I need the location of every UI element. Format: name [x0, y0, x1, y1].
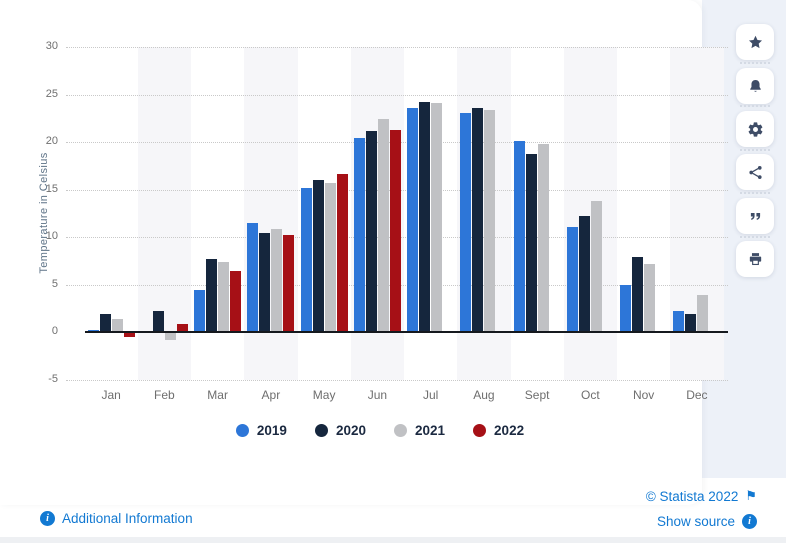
bar-2021-Jun[interactable] [377, 119, 389, 333]
bar-2020-Feb[interactable] [152, 310, 164, 333]
legend-label-2022: 2022 [494, 423, 525, 438]
legend-item-2022[interactable]: 2022 [473, 423, 524, 438]
bar-2019-Aug[interactable] [460, 112, 472, 333]
cite-button[interactable] [736, 198, 774, 234]
info-icon: i [40, 511, 55, 526]
show-source-label: Show source [656, 514, 735, 529]
legend-item-2019[interactable]: 2019 [235, 423, 287, 438]
gear-icon [748, 121, 762, 137]
bell-icon [749, 79, 761, 92]
print-button[interactable] [736, 241, 774, 277]
additional-information-link[interactable]: i Additional Information [40, 511, 193, 526]
share-icon [748, 165, 762, 179]
bar-2019-Oct[interactable] [566, 226, 578, 333]
legend-item-2021[interactable]: 2021 [394, 423, 445, 438]
bar-2020-Jan[interactable] [99, 314, 111, 333]
legend-dot-2020 [314, 424, 328, 437]
statista-copyright[interactable]: © Statista 2022 ⚑ [646, 489, 757, 504]
bar-2020-Dec[interactable] [685, 314, 697, 333]
bar-2022-Jan[interactable] [123, 332, 135, 338]
bar-2020-Apr[interactable] [259, 233, 271, 333]
chart-legend: 2019 2020 2021 2022 [60, 423, 700, 438]
bar-2022-Apr[interactable] [283, 235, 295, 333]
bar-2021-Sept[interactable] [537, 144, 549, 333]
bar-2021-Oct[interactable] [590, 201, 602, 333]
legend-item-2020[interactable]: 2020 [314, 423, 366, 438]
legend-label-2021: 2021 [415, 423, 446, 438]
bar-2020-Jul[interactable] [419, 102, 431, 333]
bar-2022-May[interactable] [336, 174, 348, 333]
bar-2021-Dec[interactable] [697, 295, 709, 333]
legend-dot-2019 [235, 424, 249, 437]
bar-2021-Nov[interactable] [644, 263, 656, 333]
settings-button[interactable] [736, 111, 774, 147]
bar-2019-Apr[interactable] [247, 223, 259, 333]
button-divider [740, 236, 770, 238]
printer-icon [749, 252, 761, 265]
legend-label-2020: 2020 [335, 423, 366, 438]
button-divider [740, 105, 770, 107]
bar-2020-Jun[interactable] [365, 130, 377, 333]
additional-information-label: Additional Information [62, 511, 193, 526]
bar-2020-Aug[interactable] [472, 107, 484, 333]
star-icon [748, 35, 762, 48]
bottom-divider [0, 537, 786, 543]
bar-2019-Jan[interactable] [87, 329, 99, 333]
copyright-label: © Statista 2022 [645, 489, 739, 504]
bar-2019-Nov[interactable] [620, 284, 632, 333]
bar-2021-May[interactable] [324, 183, 336, 333]
bar-2021-Mar[interactable] [218, 262, 230, 333]
button-divider [740, 192, 770, 194]
bar-2021-Jan[interactable] [111, 319, 123, 333]
bar-2019-Dec[interactable] [673, 310, 685, 333]
alerts-button[interactable] [736, 68, 774, 104]
favorite-button[interactable] [736, 24, 774, 60]
button-divider [740, 149, 770, 151]
bar-2021-Apr[interactable] [271, 228, 283, 333]
bar-2019-Mar[interactable] [194, 289, 206, 333]
bar-2022-Mar[interactable] [230, 270, 242, 333]
flag-icon: ⚑ [745, 489, 757, 504]
bar-2022-Feb[interactable] [176, 323, 188, 333]
bar-2021-Jul[interactable] [431, 103, 443, 333]
bar-2021-Feb[interactable] [164, 332, 176, 341]
bar-2020-Oct[interactable] [578, 216, 590, 333]
bar-2021-Aug[interactable] [484, 109, 496, 333]
bar-2020-Sept[interactable] [525, 153, 537, 333]
bar-2019-May[interactable] [300, 187, 312, 333]
bar-2020-Mar[interactable] [206, 259, 218, 333]
bar-2019-Jun[interactable] [353, 138, 365, 333]
bar-2019-Sept[interactable] [513, 141, 525, 333]
bar-2022-Jun[interactable] [389, 129, 401, 333]
y-axis-title: Temperature in Celsius [38, 152, 50, 274]
share-button[interactable] [736, 154, 774, 190]
show-source-link[interactable]: Show source i [657, 514, 757, 529]
legend-dot-2022 [473, 424, 487, 437]
quote-icon [750, 212, 760, 220]
info-icon: i [742, 514, 757, 529]
legend-label-2019: 2019 [256, 423, 287, 438]
bar-2020-May[interactable] [312, 180, 324, 333]
bar-2019-Feb[interactable] [140, 331, 152, 333]
bar-2019-Jul[interactable] [407, 107, 419, 333]
bar-2020-Nov[interactable] [632, 257, 644, 333]
button-divider [740, 62, 770, 64]
legend-dot-2021 [394, 424, 407, 437]
